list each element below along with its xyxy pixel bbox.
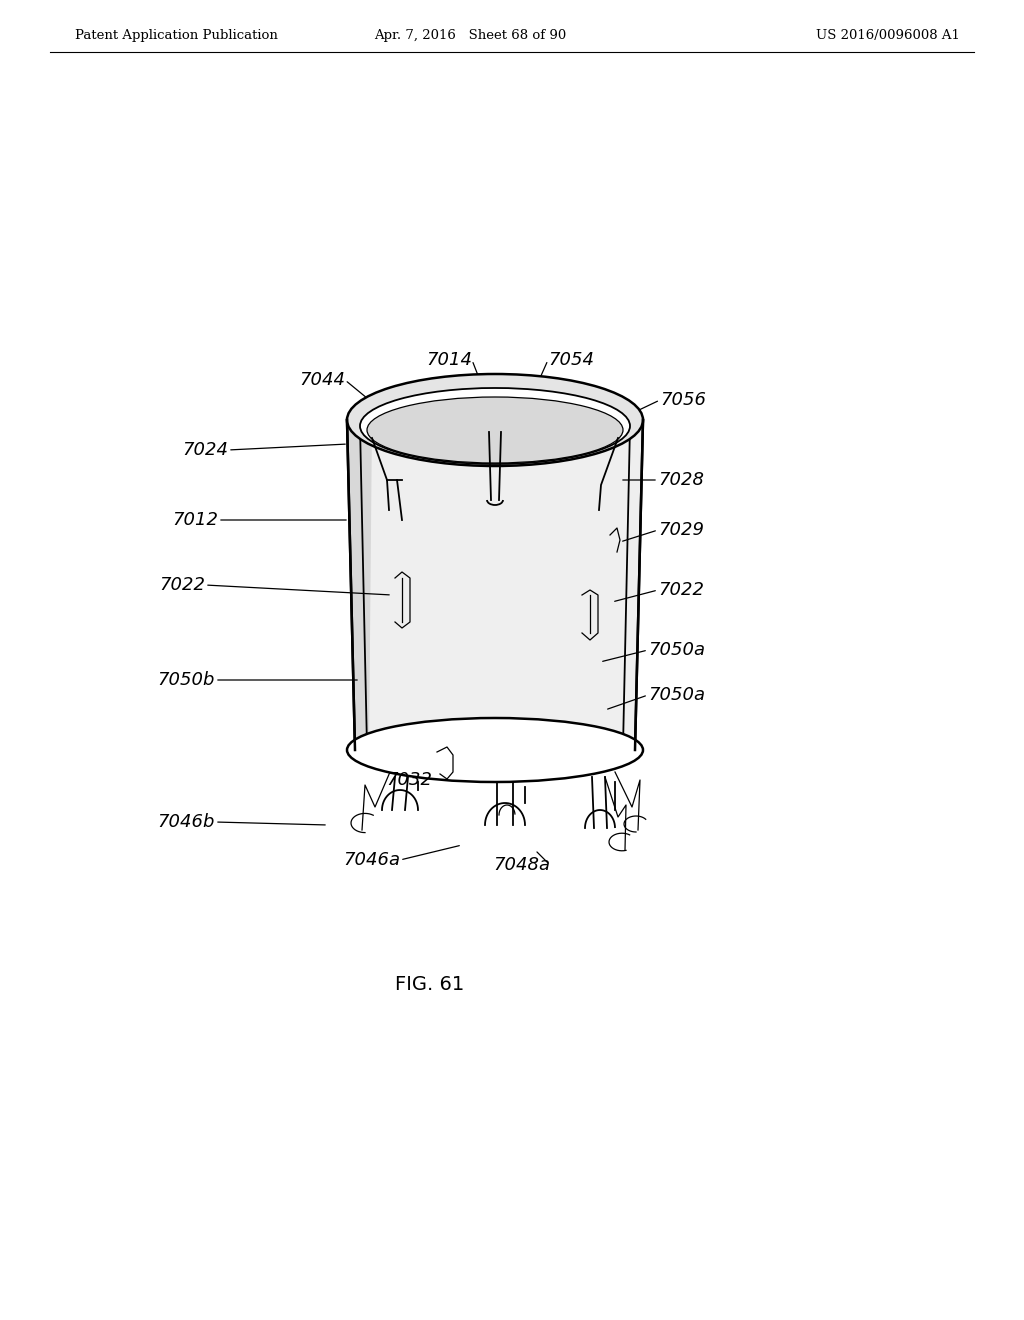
Ellipse shape	[367, 397, 623, 463]
Text: 7050a: 7050a	[648, 686, 705, 704]
Text: 7050a: 7050a	[648, 642, 705, 659]
Text: 7056: 7056	[660, 391, 706, 409]
Text: Patent Application Publication: Patent Application Publication	[75, 29, 278, 41]
Text: 7029: 7029	[658, 521, 705, 539]
Text: 7050b: 7050b	[158, 671, 215, 689]
Text: US 2016/0096008 A1: US 2016/0096008 A1	[816, 29, 961, 41]
Ellipse shape	[347, 718, 643, 781]
Text: 7054: 7054	[548, 351, 594, 370]
Text: Apr. 7, 2016   Sheet 68 of 90: Apr. 7, 2016 Sheet 68 of 90	[374, 29, 566, 41]
Polygon shape	[347, 420, 372, 750]
Text: 7044: 7044	[299, 371, 345, 389]
Text: 7028: 7028	[658, 471, 705, 488]
Text: 7032: 7032	[386, 771, 432, 789]
Polygon shape	[347, 420, 643, 750]
Text: 7022: 7022	[159, 576, 205, 594]
Text: FIG. 61: FIG. 61	[395, 975, 465, 994]
Text: 7046b: 7046b	[158, 813, 215, 832]
Text: 7048a: 7048a	[493, 855, 550, 874]
Text: 7022: 7022	[658, 581, 705, 599]
Text: 7024: 7024	[182, 441, 228, 459]
Text: 7014: 7014	[426, 351, 472, 370]
Ellipse shape	[360, 388, 630, 465]
Ellipse shape	[347, 374, 643, 466]
Text: 7012: 7012	[172, 511, 218, 529]
Text: 7046a: 7046a	[343, 851, 400, 869]
